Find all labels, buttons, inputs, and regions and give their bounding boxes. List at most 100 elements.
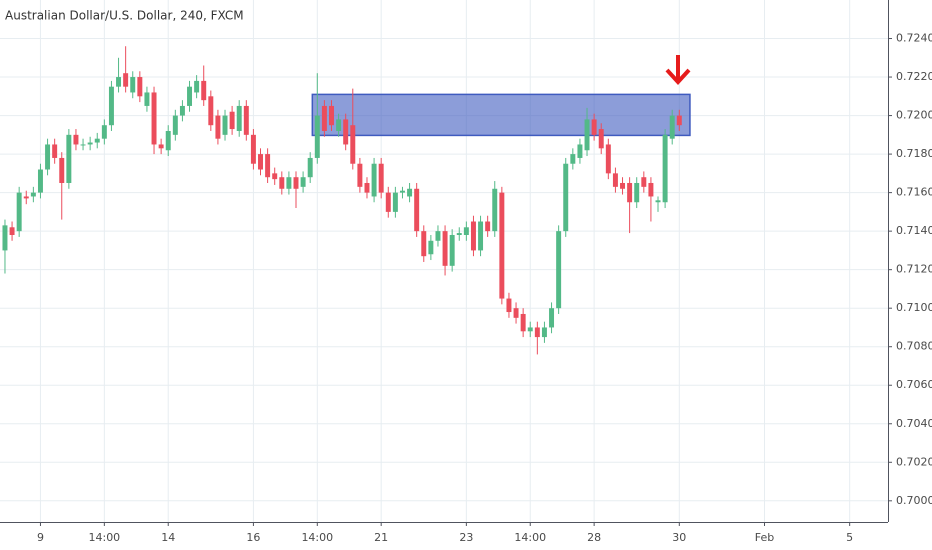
candle-body xyxy=(378,163,384,193)
candle-body xyxy=(87,142,93,145)
candle-body xyxy=(258,154,263,170)
candle-body xyxy=(506,298,512,313)
candle-body xyxy=(641,177,647,187)
candle-body xyxy=(591,119,597,135)
candle-body xyxy=(470,221,476,251)
candle-body xyxy=(442,231,448,266)
candle-body xyxy=(123,73,129,87)
candle-body xyxy=(513,308,519,318)
candle-body xyxy=(662,134,668,203)
candle-body xyxy=(307,157,313,178)
candle-body xyxy=(605,144,611,174)
candle-body xyxy=(329,105,334,126)
candle-body xyxy=(371,163,377,197)
chart-title: Australian Dollar/U.S. Dollar, 240, FXCM xyxy=(5,9,244,23)
y-tick-label: 0.72400 xyxy=(896,32,932,45)
candle-body xyxy=(385,192,391,212)
x-tick-label: 30 xyxy=(672,531,686,544)
candle-body xyxy=(449,234,455,266)
candle-body xyxy=(201,80,207,101)
candle-body xyxy=(2,225,8,251)
candle-body xyxy=(165,130,171,151)
grid xyxy=(0,0,888,522)
candle-body xyxy=(37,169,43,193)
candle-body xyxy=(250,134,256,164)
candle-body xyxy=(137,77,143,97)
candle-body xyxy=(16,192,22,232)
candle-body xyxy=(116,77,122,87)
candle-body xyxy=(321,105,327,131)
candle-body xyxy=(456,233,462,235)
candle-body xyxy=(45,144,51,170)
candle-body xyxy=(669,115,675,139)
candle-body xyxy=(265,154,271,178)
candle-body xyxy=(556,231,562,309)
candle-body xyxy=(598,129,604,149)
candle-body xyxy=(94,138,100,143)
candle-body xyxy=(399,190,405,193)
candle-body xyxy=(73,134,79,145)
candle-body xyxy=(485,221,491,232)
candle-body xyxy=(407,188,413,197)
candle-body xyxy=(435,231,441,241)
candle-body xyxy=(676,115,682,126)
candle-body xyxy=(336,119,342,131)
candle-body xyxy=(9,227,15,235)
candle-body xyxy=(499,192,505,299)
candle-body xyxy=(620,182,626,189)
candle-body xyxy=(101,125,107,139)
plot xyxy=(2,46,691,355)
candle-body xyxy=(612,173,618,187)
candle-body xyxy=(584,119,590,151)
candle-body xyxy=(279,177,285,189)
candle-body xyxy=(300,177,306,187)
candle-body xyxy=(236,105,242,131)
candle-body xyxy=(194,80,200,93)
x-tick-label: 9 xyxy=(37,531,44,544)
candle-body xyxy=(172,115,178,135)
candle-body xyxy=(492,188,498,232)
x-tick-label: 16 xyxy=(246,531,260,544)
candle-body xyxy=(52,144,58,158)
candle-body xyxy=(541,327,547,338)
x-tick-label: 14:00 xyxy=(301,531,333,544)
candle-body xyxy=(215,115,221,139)
candle-body xyxy=(229,111,235,130)
candle-body xyxy=(463,227,469,235)
candle-body xyxy=(286,177,292,189)
candle-body xyxy=(30,192,36,197)
candle-body xyxy=(66,134,72,183)
x-tick-label: 5 xyxy=(846,531,853,544)
x-tick-label: Feb xyxy=(755,531,774,544)
x-tick-label: 28 xyxy=(587,531,601,544)
x-tick-label: 14:00 xyxy=(88,531,120,544)
candle-body xyxy=(634,182,640,203)
candle-body xyxy=(243,105,249,135)
candle-body xyxy=(648,182,654,197)
candle-body xyxy=(534,327,540,338)
candle-body xyxy=(179,105,185,116)
candle-body xyxy=(59,157,65,183)
candle-body xyxy=(570,154,576,164)
candle-body xyxy=(293,177,299,189)
candle-body xyxy=(108,86,114,126)
candle-body xyxy=(414,188,420,232)
candle-body xyxy=(627,182,633,203)
candle-body xyxy=(478,221,484,251)
candle-body xyxy=(187,86,193,106)
candle-body xyxy=(272,173,278,180)
candle-body xyxy=(158,144,164,149)
candle-body xyxy=(343,119,349,145)
candle-body xyxy=(577,144,583,158)
x-tick-label: 14 xyxy=(161,531,175,544)
candle-body xyxy=(130,77,136,93)
